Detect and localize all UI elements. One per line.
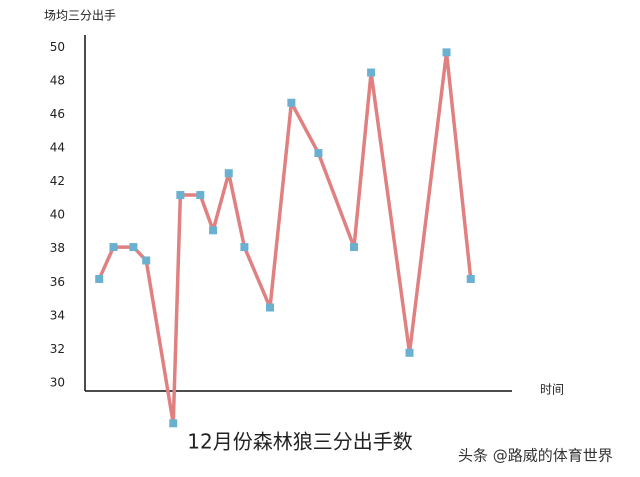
data-point xyxy=(405,348,414,357)
data-point xyxy=(224,169,233,178)
y-tick-label: 42 xyxy=(50,174,65,188)
y-tick-label: 40 xyxy=(50,208,65,222)
data-point xyxy=(196,191,205,200)
data-point xyxy=(266,303,275,312)
y-tick-label: 50 xyxy=(50,40,65,54)
y-tick-label: 48 xyxy=(50,73,65,87)
y-tick-label: 30 xyxy=(50,376,65,390)
watermark: 头条 @路威的体育世界 xyxy=(458,447,613,465)
y-tick-label: 46 xyxy=(50,107,65,121)
data-point xyxy=(442,48,451,57)
y-axis-label: 场均三分出手 xyxy=(44,9,116,23)
data-point xyxy=(95,274,104,283)
data-point xyxy=(176,191,185,200)
data-point xyxy=(129,243,138,252)
y-tick-label: 36 xyxy=(50,275,65,289)
y-tick-label: 32 xyxy=(50,342,65,356)
data-point xyxy=(314,149,323,158)
x-axis-label: 时间 xyxy=(540,383,564,397)
y-tick-label: 38 xyxy=(50,241,65,255)
chart-title: 12月份森林狼三分出手数 xyxy=(187,430,412,454)
y-tick-label: 34 xyxy=(50,308,65,322)
data-point xyxy=(209,226,218,235)
data-point xyxy=(109,243,118,252)
data-point xyxy=(142,256,151,265)
data-point xyxy=(350,243,359,252)
data-point xyxy=(169,419,178,428)
series-line xyxy=(97,50,473,426)
data-point xyxy=(240,243,249,252)
y-tick-label: 44 xyxy=(50,141,65,155)
data-point xyxy=(466,274,475,283)
data-point xyxy=(287,98,296,107)
data-point xyxy=(367,68,376,77)
